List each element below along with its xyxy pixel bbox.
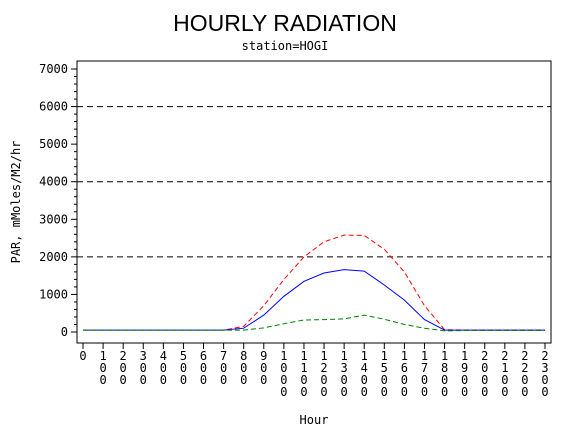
chart-subtitle: station=HOGI (242, 39, 329, 53)
reference-lines (77, 106, 551, 258)
y-tick-label: 7000 (39, 62, 68, 76)
x-axis-label: Hour (300, 413, 329, 427)
data-series (83, 234, 545, 332)
y-tick-label: 6000 (39, 100, 68, 114)
y-tick-label: 3000 (39, 212, 68, 226)
y-tick-label: 1000 (39, 287, 68, 301)
series-line-3 (83, 314, 545, 332)
series-line-1 (83, 234, 545, 331)
y-axis-label: PAR, mMoles/M2/hr (9, 141, 23, 264)
y-tick-label: 4000 (39, 175, 68, 189)
y-tick-label: 2000 (39, 250, 68, 264)
plot-frame (76, 60, 552, 344)
chart-title: HOURLY RADIATION (173, 10, 397, 36)
y-tick-label: 5000 (39, 137, 68, 151)
y-axis: 0 1000 2000 3000 4000 5000 6000 7000 (39, 62, 77, 339)
y-tick-label: 0 (61, 325, 68, 339)
x-axis: 0 1 0 0 2 0 0 3 0 0 4 0 0 5 0 0 6 0 0 7 0 0 8 0 0 9 0 0 1 0 0 0 1 1 0 0 1 2 0 0… (79, 343, 549, 399)
x-tick-label: 0 (79, 349, 86, 363)
series-line-2 (83, 269, 545, 331)
